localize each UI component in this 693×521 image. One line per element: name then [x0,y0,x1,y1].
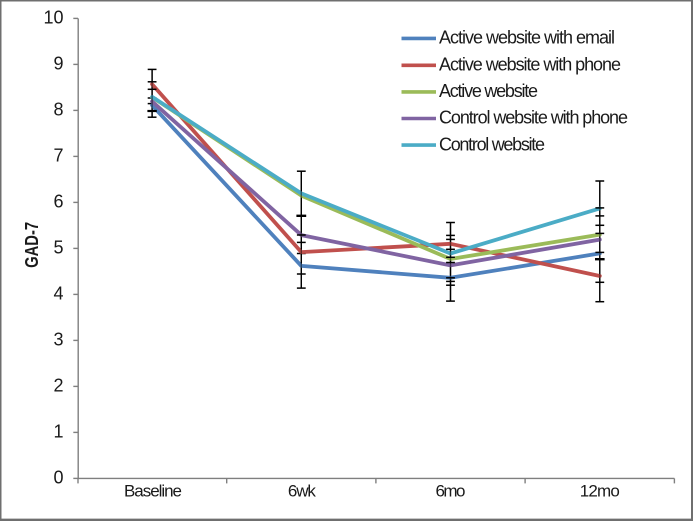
svg-text:6: 6 [53,192,63,212]
svg-text:1: 1 [53,422,63,442]
svg-text:9: 9 [53,54,63,74]
svg-text:2: 2 [53,376,63,396]
svg-text:Active website with phone: Active website with phone [439,55,621,75]
svg-text:7: 7 [53,146,63,166]
svg-text:5: 5 [53,238,63,258]
svg-text:3: 3 [53,330,63,350]
svg-text:Active website: Active website [439,81,538,101]
svg-text:12mo: 12mo [580,481,620,500]
svg-text:Active website with email: Active website with email [439,28,615,48]
svg-text:4: 4 [53,284,63,304]
svg-text:Baseline: Baseline [124,481,182,500]
svg-text:10: 10 [43,8,63,28]
svg-text:8: 8 [53,100,63,120]
svg-text:GAD-7: GAD-7 [22,222,42,268]
svg-text:Control website: Control website [439,134,545,154]
svg-text:6mo: 6mo [436,481,466,500]
svg-text:Control website with phone: Control website with phone [439,108,628,128]
svg-text:0: 0 [53,468,63,488]
svg-text:6wk: 6wk [288,481,317,500]
